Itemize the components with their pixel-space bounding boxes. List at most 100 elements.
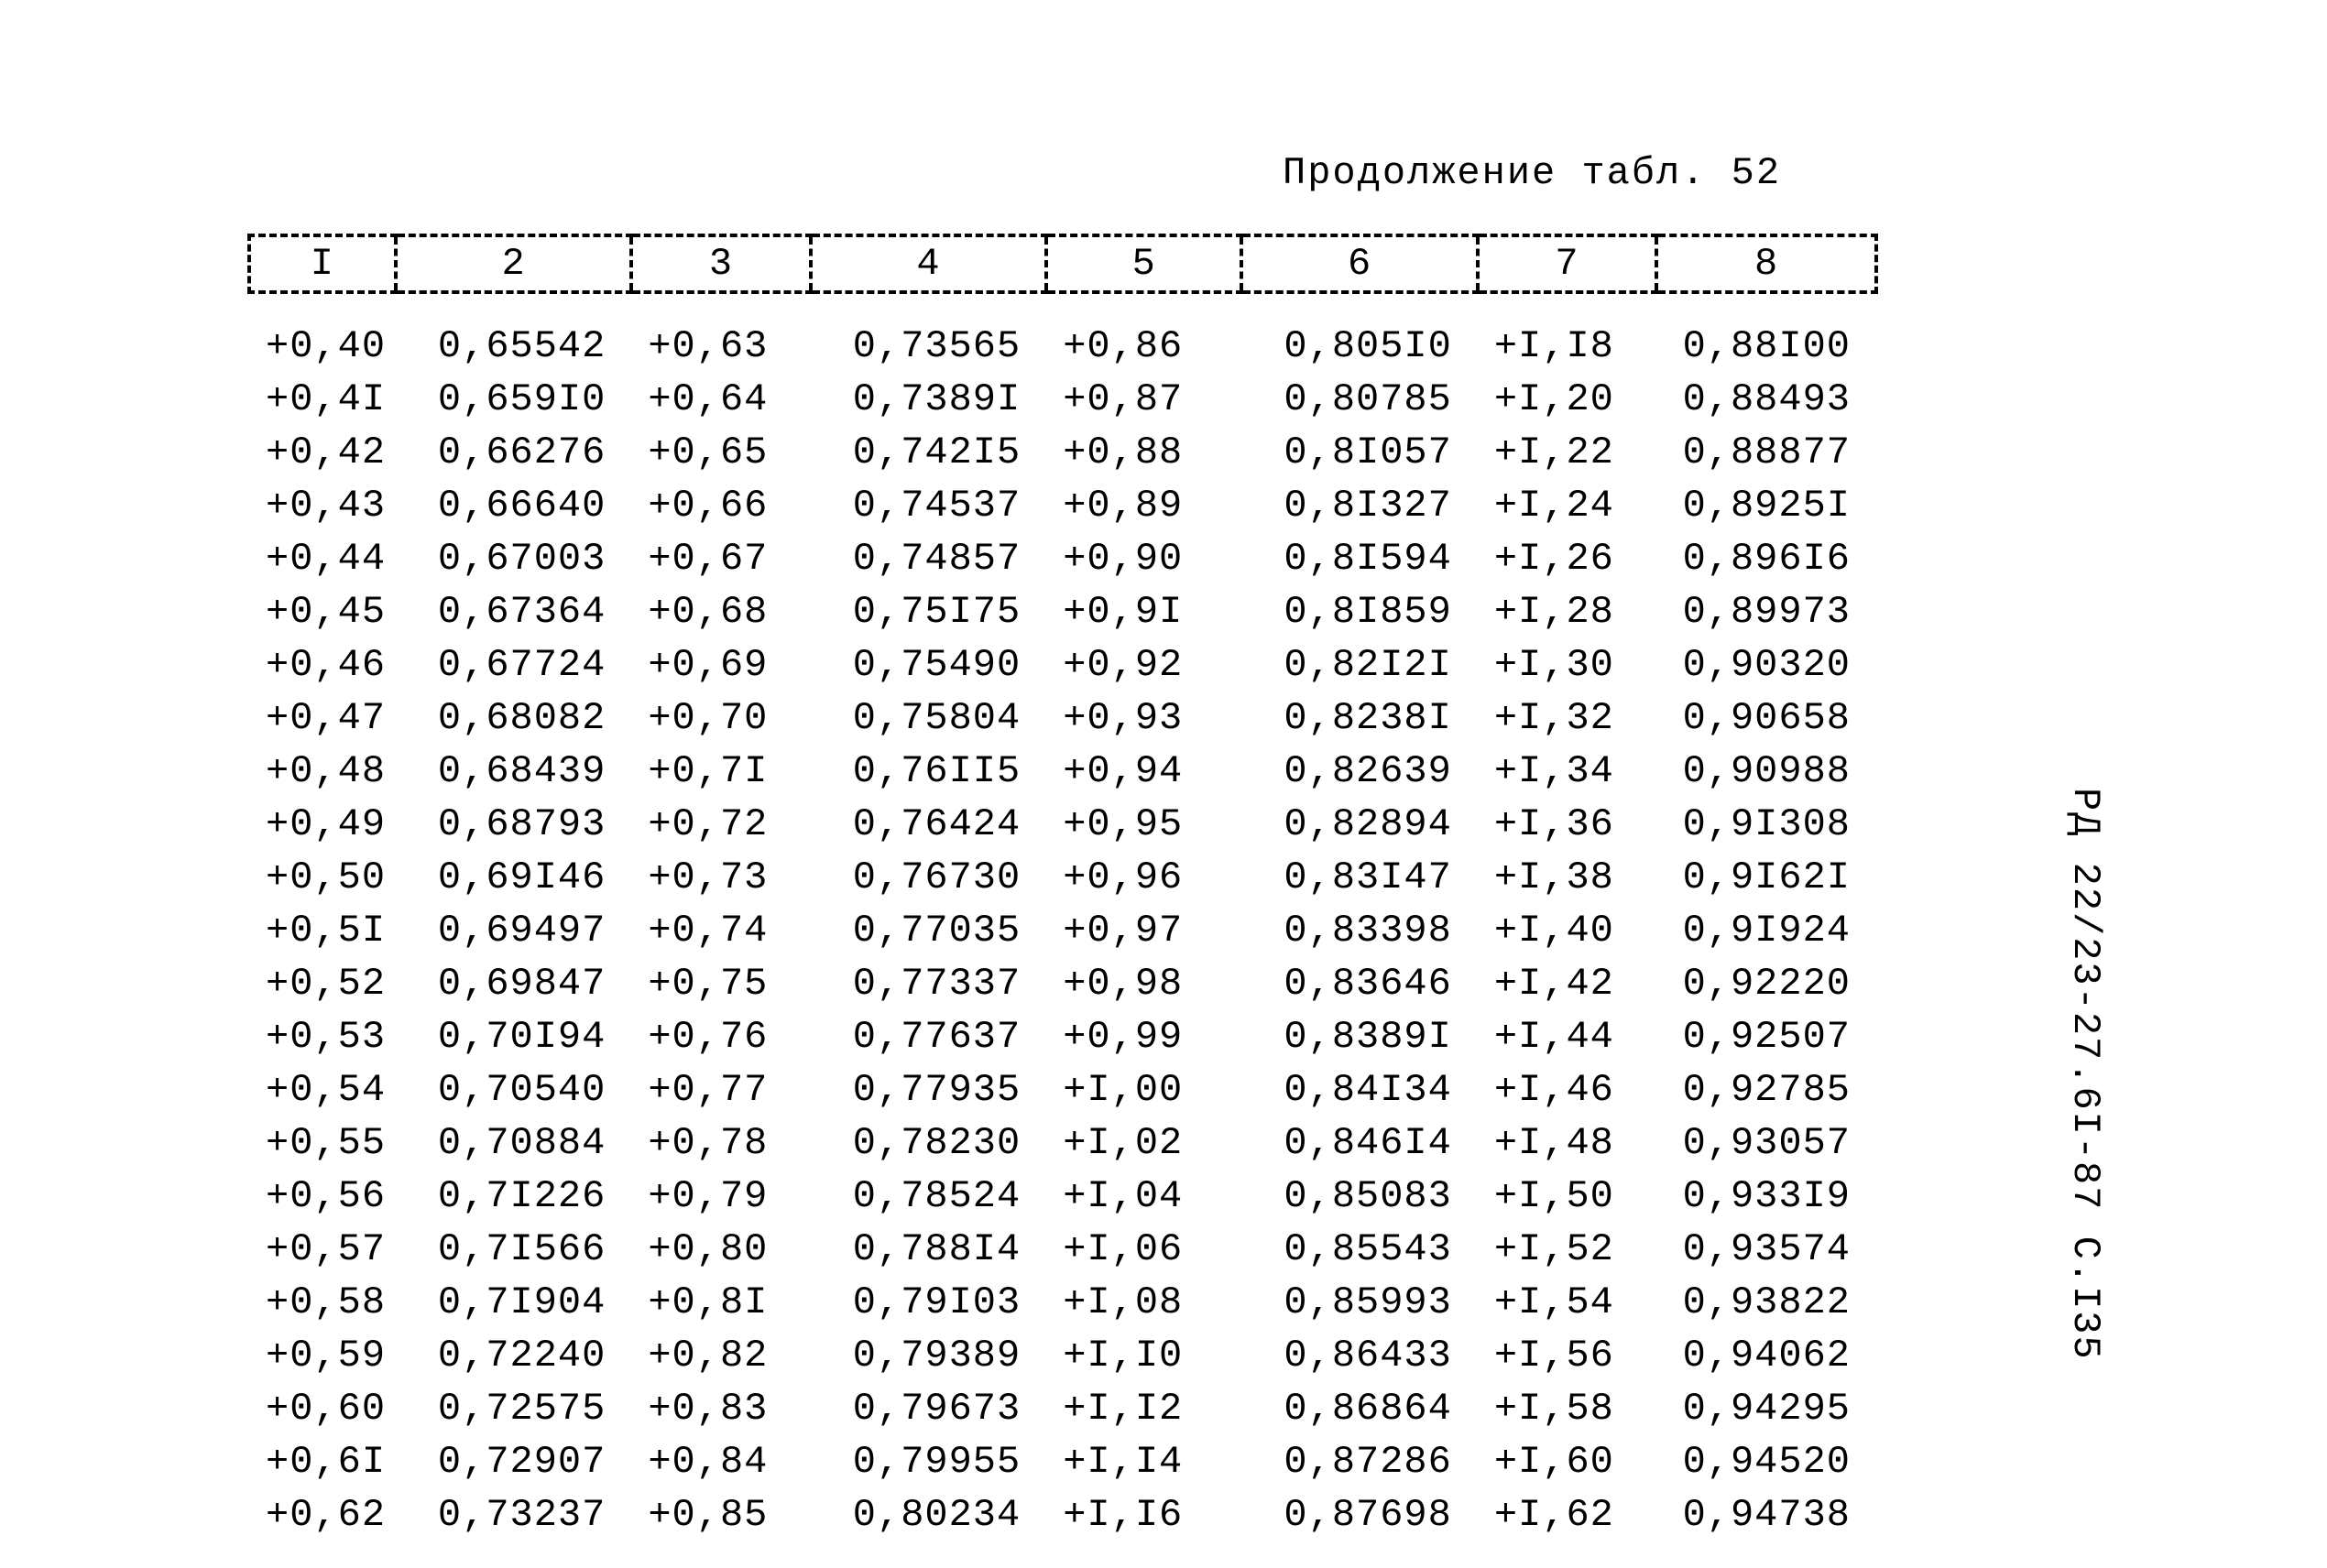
table-cell: 0,66640 (396, 479, 632, 532)
table-cell: +0,74 (631, 904, 810, 957)
table-cell: +0,40 (249, 292, 396, 373)
table-cell: +0,42 (249, 426, 396, 479)
table-cell: 0,846I4 (1241, 1116, 1478, 1170)
table-cell: 0,92785 (1656, 1063, 1876, 1116)
table-cell: 0,77337 (811, 957, 1047, 1010)
table-cell: +0,82 (631, 1329, 810, 1382)
table-cell: +0,47 (249, 691, 396, 745)
table-cell: 0,85543 (1241, 1223, 1478, 1276)
table-cell: 0,73565 (811, 292, 1047, 373)
table-cell: 0,8238I (1241, 691, 1478, 745)
table-cell: +0,43 (249, 479, 396, 532)
table-continuation-caption: Продолжение табл. 52 (1283, 151, 1781, 195)
table-cell: +0,53 (249, 1010, 396, 1063)
table-cell: +0,55 (249, 1116, 396, 1170)
table-cell: 0,7I904 (396, 1276, 632, 1329)
table-cell: 0,94295 (1656, 1382, 1876, 1435)
table-cell: +0,8I (631, 1276, 810, 1329)
table-cell: +0,45 (249, 585, 396, 638)
table-cell: +0,65 (631, 426, 810, 479)
table-cell: +0,52 (249, 957, 396, 1010)
table-cell: 0,67364 (396, 585, 632, 638)
table-cell: 0,67724 (396, 638, 632, 691)
table-cell: 0,87698 (1241, 1488, 1478, 1541)
table-cell: +0,57 (249, 1223, 396, 1276)
table-cell: +0,50 (249, 851, 396, 904)
table-cell: 0,7I566 (396, 1223, 632, 1276)
table-cell: 0,82894 (1241, 798, 1478, 851)
table-cell: +0,4I (249, 373, 396, 426)
table-cell: 0,8I859 (1241, 585, 1478, 638)
table-cell: 0,90658 (1656, 691, 1876, 745)
table-row: +0,550,70884+0,780,78230+I,020,846I4+I,4… (249, 1116, 1876, 1170)
table-cell: 0,94062 (1656, 1329, 1876, 1382)
table-cell: 0,73237 (396, 1488, 632, 1541)
table-cell: +I,24 (1478, 479, 1656, 532)
table-cell: +I,28 (1478, 585, 1656, 638)
col-header-6: 6 (1241, 235, 1478, 292)
table-cell: 0,76II5 (811, 745, 1047, 798)
table-cell: 0,72575 (396, 1382, 632, 1435)
table-cell: +I,08 (1046, 1276, 1241, 1329)
table-row: +0,470,68082+0,700,75804+0,930,8238I+I,3… (249, 691, 1876, 745)
table-cell: 0,85993 (1241, 1276, 1478, 1329)
table-cell: 0,92507 (1656, 1010, 1876, 1063)
table-cell: +I,36 (1478, 798, 1656, 851)
table-cell: 0,80234 (811, 1488, 1047, 1541)
table-cell: +0,54 (249, 1063, 396, 1116)
table-cell: 0,83646 (1241, 957, 1478, 1010)
table-cell: +0,46 (249, 638, 396, 691)
table-cell: 0,9I308 (1656, 798, 1876, 851)
table-row: +0,520,69847+0,750,77337+0,980,83646+I,4… (249, 957, 1876, 1010)
table-cell: 0,86864 (1241, 1382, 1478, 1435)
table-cell: 0,8925I (1656, 479, 1876, 532)
table-cell: +0,76 (631, 1010, 810, 1063)
data-table-wrap: I 2 3 4 5 6 7 8 +0,400,65542+0,630,73565… (247, 234, 1878, 1541)
table-cell: 0,70540 (396, 1063, 632, 1116)
table-cell: 0,70884 (396, 1116, 632, 1170)
table-cell: +0,62 (249, 1488, 396, 1541)
table-cell: 0,66276 (396, 426, 632, 479)
table-cell: +0,88 (1046, 426, 1241, 479)
table-cell: 0,933I9 (1656, 1170, 1876, 1223)
table-cell: 0,70I94 (396, 1010, 632, 1063)
table-row: +0,450,67364+0,680,75I75+0,9I0,8I859+I,2… (249, 585, 1876, 638)
table-cell: +0,66 (631, 479, 810, 532)
table-cell: +I,I0 (1046, 1329, 1241, 1382)
table-cell: 0,92220 (1656, 957, 1876, 1010)
table-cell: +0,95 (1046, 798, 1241, 851)
table-cell: 0,94738 (1656, 1488, 1876, 1541)
table-cell: +0,98 (1046, 957, 1241, 1010)
table-cell: 0,79389 (811, 1329, 1047, 1382)
table-cell: 0,79I03 (811, 1276, 1047, 1329)
table-cell: 0,65542 (396, 292, 632, 373)
table-row: +0,580,7I904+0,8I0,79I03+I,080,85993+I,5… (249, 1276, 1876, 1329)
table-cell: 0,69I46 (396, 851, 632, 904)
table-cell: +I,62 (1478, 1488, 1656, 1541)
table-cell: 0,77637 (811, 1010, 1047, 1063)
table-header-row: I 2 3 4 5 6 7 8 (249, 235, 1876, 292)
table-cell: +I,54 (1478, 1276, 1656, 1329)
table-cell: 0,75804 (811, 691, 1047, 745)
table-cell: 0,88I00 (1656, 292, 1876, 373)
table-cell: 0,788I4 (811, 1223, 1047, 1276)
table-cell: 0,87286 (1241, 1435, 1478, 1488)
table-cell: 0,86433 (1241, 1329, 1478, 1382)
table-cell: +0,87 (1046, 373, 1241, 426)
table-cell: +I,00 (1046, 1063, 1241, 1116)
table-cell: +0,96 (1046, 851, 1241, 904)
table-cell: +0,75 (631, 957, 810, 1010)
data-table: I 2 3 4 5 6 7 8 +0,400,65542+0,630,73565… (247, 234, 1878, 1541)
table-cell: +0,85 (631, 1488, 810, 1541)
document-side-label: РД 22/23-27.6I-87 С.I35 (2063, 788, 2107, 1361)
table-cell: 0,90988 (1656, 745, 1876, 798)
table-cell: +I,40 (1478, 904, 1656, 957)
table-cell: +0,7I (631, 745, 810, 798)
col-header-4: 4 (811, 235, 1047, 292)
table-cell: 0,72907 (396, 1435, 632, 1488)
table-cell: +I,48 (1478, 1116, 1656, 1170)
col-header-5: 5 (1046, 235, 1241, 292)
table-cell: +0,48 (249, 745, 396, 798)
table-row: +0,600,72575+0,830,79673+I,I20,86864+I,5… (249, 1382, 1876, 1435)
table-row: +0,500,69I46+0,730,76730+0,960,83I47+I,3… (249, 851, 1876, 904)
